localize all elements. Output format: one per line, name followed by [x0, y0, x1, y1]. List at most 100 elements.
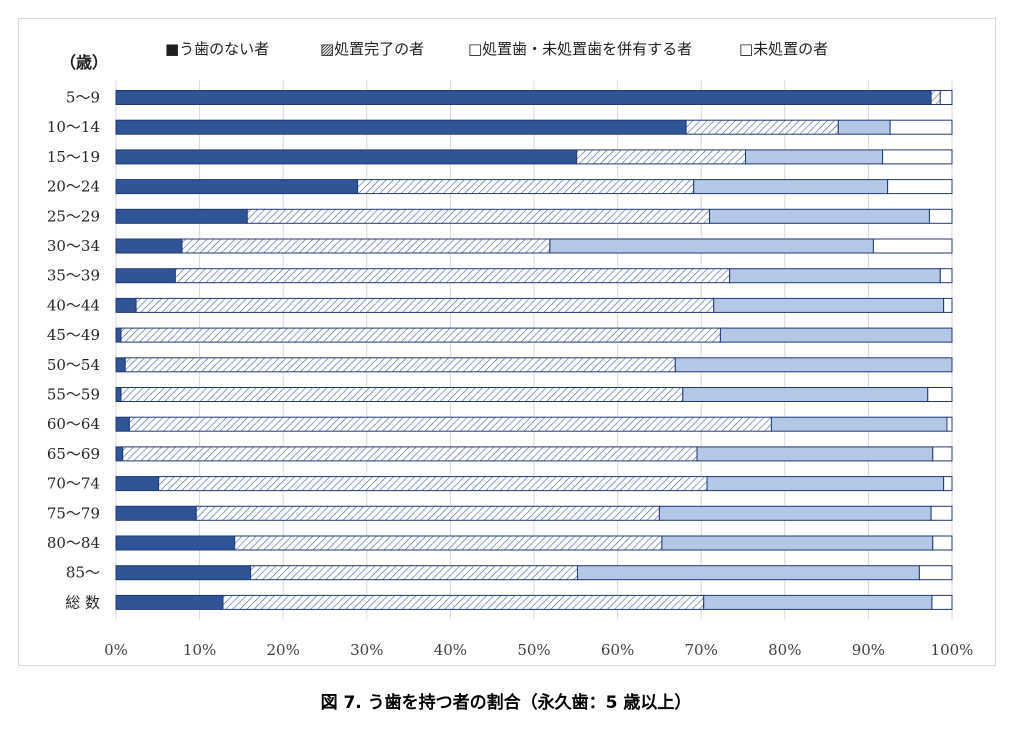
category-label: 25〜29 — [47, 207, 100, 225]
category-label: 30〜34 — [47, 237, 100, 255]
category-label: 75〜79 — [47, 504, 100, 522]
bar-segment — [696, 446, 934, 462]
legend-entry: ▨処置完了の者 — [320, 40, 424, 58]
x-tick-label: 50% — [517, 641, 550, 659]
bar-segment — [932, 446, 953, 462]
x-tick-label: 90% — [852, 641, 885, 659]
grid-layer — [115, 80, 953, 620]
bar-segment — [115, 297, 137, 313]
bar-segment — [115, 149, 578, 165]
x-tick-labels: 0% 10% 20% 30% 40% 50% 60% 70% 80% 90% 100% — [104, 641, 973, 659]
bar-segment — [115, 505, 197, 521]
bar-segment — [250, 565, 578, 581]
x-tick-label: 40% — [434, 641, 467, 659]
category-label: 55〜59 — [47, 386, 100, 404]
bar-segment — [932, 535, 953, 551]
bar-segment — [120, 327, 721, 343]
bar-segment — [357, 179, 695, 195]
bar-segment — [120, 387, 684, 402]
bar-segment — [115, 327, 122, 343]
bar-segment — [549, 238, 874, 254]
bar-segment — [115, 268, 176, 284]
bar-segment — [889, 119, 953, 135]
bar-segment — [115, 476, 160, 492]
category-label: 80〜84 — [47, 534, 100, 552]
bar-segment — [661, 535, 934, 551]
bar-segment — [946, 416, 953, 432]
bar-segment — [887, 179, 953, 195]
category-label: 65〜69 — [47, 445, 100, 463]
bar-segment — [685, 119, 839, 135]
bar-segment — [115, 565, 252, 581]
category-label: 50〜54 — [47, 356, 100, 374]
category-label: 5〜9 — [66, 89, 100, 107]
category-label: 15〜19 — [47, 148, 100, 166]
bar-segment — [939, 268, 953, 284]
bar-segment — [246, 208, 711, 224]
bar-segment — [234, 535, 663, 551]
category-label: 70〜74 — [47, 475, 100, 493]
legend-entry: ■う歯のない者 — [165, 40, 269, 58]
category-label: 20〜24 — [47, 178, 100, 196]
bar-segment — [745, 149, 884, 165]
bar-segment — [658, 505, 932, 521]
bar-segment — [682, 387, 929, 402]
x-tick-label: 70% — [685, 641, 718, 659]
bar-segment — [122, 446, 698, 462]
bar-segment — [837, 119, 891, 135]
bar-segment — [693, 179, 889, 195]
bar-segment — [115, 357, 126, 373]
category-labels: 5〜9 10〜14 15〜19 20〜24 25〜29 30〜34 35〜39 40〜44 45… — [47, 89, 100, 612]
x-tick-label: 30% — [350, 641, 383, 659]
bar-segment — [930, 505, 953, 521]
bar-segment — [115, 238, 183, 254]
category-label: 総 数 — [65, 593, 100, 611]
bar-segment — [181, 238, 551, 254]
bar-segment — [174, 268, 731, 284]
bar-segment — [115, 535, 236, 551]
bar-segment — [115, 119, 687, 135]
bar-segment — [709, 208, 930, 224]
bar-segment — [576, 565, 920, 581]
category-label: 85〜 — [66, 564, 100, 582]
x-tick-label: 20% — [267, 641, 300, 659]
bar-segment — [115, 179, 359, 195]
bar-segment — [115, 594, 224, 610]
bar-segment — [931, 594, 953, 610]
bar-segment — [703, 594, 933, 610]
figure-caption: 図 7. う歯を持つ者の割合（永久歯：5 歳以上） — [320, 693, 692, 713]
bar-segment — [115, 208, 248, 224]
bar-segment — [729, 268, 941, 284]
category-label: 35〜39 — [47, 267, 100, 285]
legend-entry: □処置歯・未処置歯を併有する者 — [468, 40, 692, 58]
bar-segment — [872, 238, 953, 254]
category-label: 10〜14 — [47, 118, 100, 136]
bars-layer — [115, 90, 953, 610]
bar-segment — [115, 90, 932, 105]
bar-segment — [930, 90, 941, 105]
bar-segment — [576, 149, 747, 165]
category-label: 60〜64 — [47, 415, 100, 433]
category-label: 40〜44 — [47, 296, 100, 314]
bar-segment — [158, 476, 708, 492]
bar-segment — [706, 476, 945, 492]
bar-segment — [918, 565, 953, 581]
category-label: 45〜49 — [47, 326, 100, 344]
bar-segment — [882, 149, 953, 165]
bar-segment — [135, 297, 715, 313]
bar-segment — [115, 387, 122, 402]
bar-segment — [128, 416, 772, 432]
bar-segment — [195, 505, 660, 521]
bar-segment — [674, 357, 953, 373]
bar-segment — [943, 476, 953, 492]
legend-entry: □未処置の者 — [739, 40, 828, 58]
x-tick-label: 60% — [601, 641, 634, 659]
bar-segment — [115, 446, 124, 462]
bar-segment — [115, 416, 130, 432]
bar-segment — [928, 208, 953, 224]
bar-segment — [124, 357, 676, 373]
x-tick-label: 0% — [104, 641, 128, 659]
bar-segment — [719, 327, 953, 343]
bar-segment — [770, 416, 948, 432]
